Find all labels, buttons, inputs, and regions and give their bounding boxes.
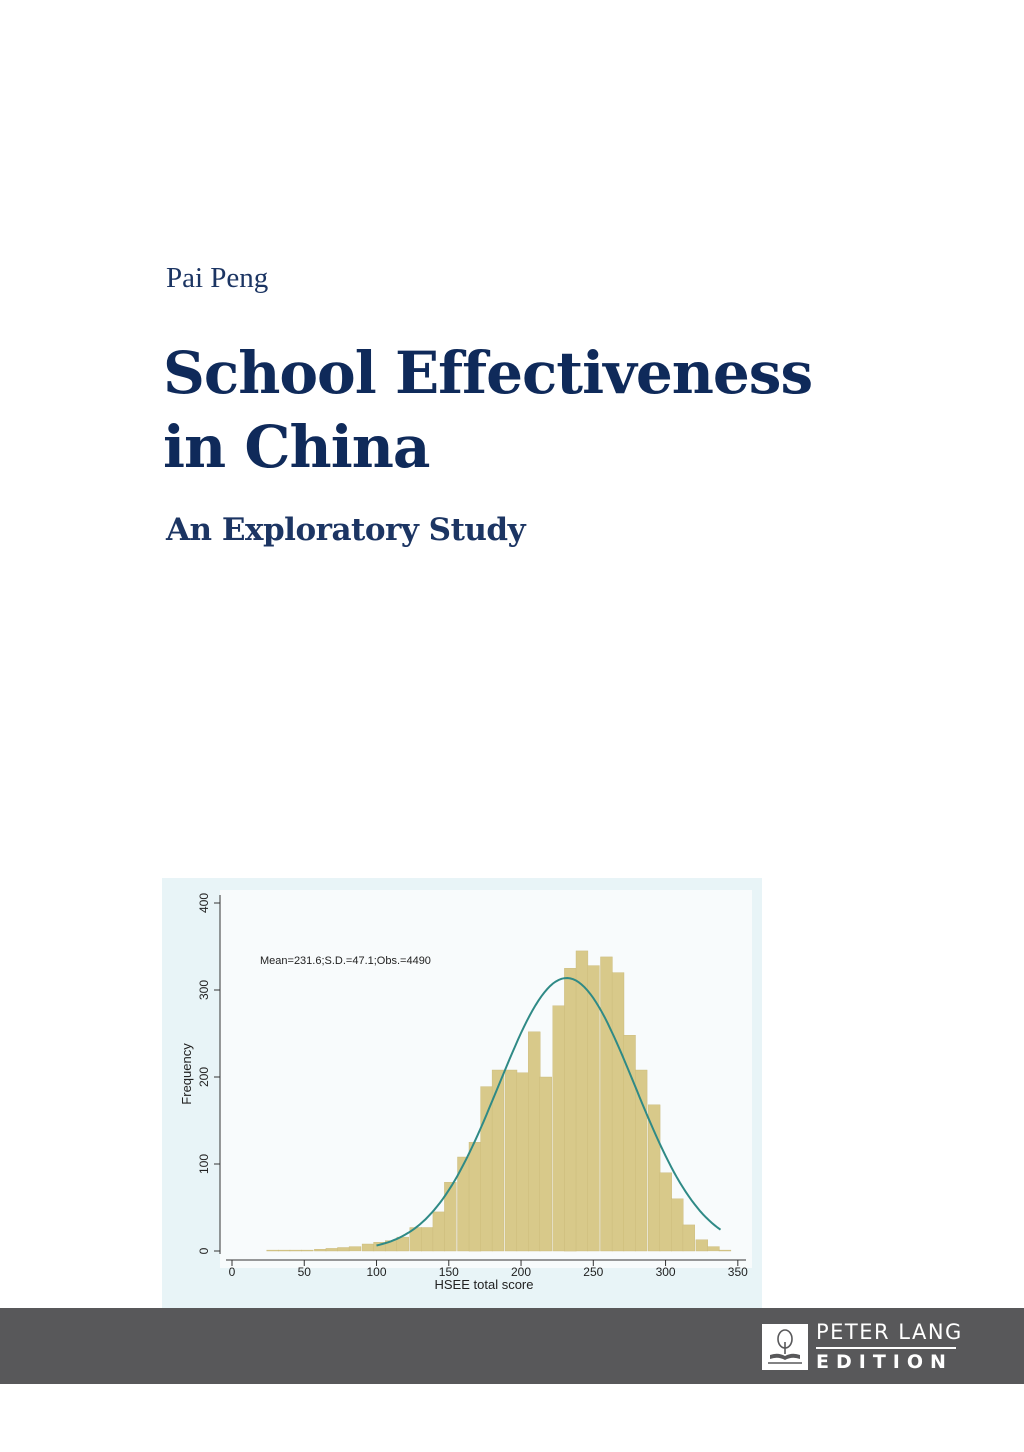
histogram-bar — [348, 1246, 362, 1252]
x-tick-label: 0 — [229, 1265, 236, 1279]
histogram-bar — [600, 956, 613, 1252]
histogram-bar — [539, 1076, 552, 1252]
histogram-bar — [671, 1198, 684, 1252]
histogram-bar — [266, 1249, 279, 1252]
histogram-bar — [707, 1246, 720, 1252]
publisher-name: PETER LANG — [816, 1320, 963, 1344]
histogram-bar — [491, 1069, 505, 1252]
book-title-line2: in China — [163, 413, 431, 481]
book-subtitle: An Exploratory Study — [166, 512, 526, 548]
publisher-edition: EDITION — [816, 1351, 953, 1373]
tree-book-icon — [768, 1329, 802, 1364]
histogram-bar — [623, 1034, 636, 1252]
book-title: School Effectiveness in China — [163, 336, 923, 484]
y-tick-label: 0 — [197, 1247, 211, 1254]
histogram-bar — [289, 1249, 302, 1252]
histogram-bar — [480, 1086, 493, 1252]
y-axis-label: Frequency — [179, 1043, 194, 1105]
histogram-bar — [432, 1211, 445, 1252]
histogram-bar — [421, 1227, 434, 1252]
x-tick-label: 200 — [511, 1265, 531, 1279]
histogram-bar — [682, 1224, 696, 1252]
histogram-bar — [611, 972, 625, 1252]
book-title-line1: School Effectiveness — [163, 339, 813, 407]
histogram-bar — [468, 1142, 482, 1252]
y-tick-label: 400 — [197, 893, 211, 913]
histogram-bar — [648, 1104, 661, 1252]
histogram-bar — [635, 1069, 648, 1252]
x-tick-label: 350 — [728, 1265, 748, 1279]
publisher-logo: PETER LANG EDITION — [762, 1320, 962, 1376]
cover-figure: 0 100 200 300 400 0 50 100 150 200 250 300 350 Mean… — [162, 878, 762, 1310]
histogram-bar — [277, 1249, 291, 1252]
author-name: Pai Peng — [166, 262, 269, 294]
y-tick-label: 300 — [197, 980, 211, 1000]
publisher-rule — [816, 1347, 956, 1349]
histogram-bar — [396, 1236, 409, 1252]
histogram-bar — [444, 1182, 457, 1252]
histogram-bar — [361, 1243, 375, 1252]
histogram-chart: 0 100 200 300 400 0 50 100 150 200 250 300 350 Mean… — [179, 890, 752, 1292]
x-tick-label: 50 — [298, 1265, 312, 1279]
histogram-bar — [528, 1031, 541, 1252]
histogram-bar — [504, 1069, 518, 1252]
normal-curve — [376, 976, 722, 1247]
histogram-bar — [516, 1072, 529, 1252]
histogram-bar — [564, 968, 577, 1252]
histogram-bar — [575, 950, 589, 1252]
x-tick-label: 150 — [439, 1265, 459, 1279]
histogram-bar — [718, 1249, 732, 1252]
y-tick-label: 200 — [197, 1067, 211, 1087]
histogram-bar — [695, 1239, 709, 1252]
histogram-bar — [314, 1249, 327, 1252]
histogram-bar — [325, 1248, 338, 1252]
histogram-bar — [587, 965, 600, 1252]
histogram-bar — [337, 1247, 350, 1252]
bottom-band — [0, 1308, 1024, 1384]
x-tick-label: 250 — [583, 1265, 603, 1279]
x-axis-label: HSEE total score — [435, 1277, 534, 1292]
x-tick-label: 300 — [656, 1265, 676, 1279]
x-tick-label: 100 — [366, 1265, 386, 1279]
publisher-emblem — [762, 1324, 808, 1370]
stats-annotation: Mean=231.6;S.D.=47.1;Obs.=4490 — [260, 955, 431, 967]
histogram-bar — [552, 1005, 565, 1252]
y-tick-label: 100 — [197, 1154, 211, 1174]
histogram-bar — [301, 1249, 314, 1252]
histogram-bar — [659, 1172, 672, 1252]
